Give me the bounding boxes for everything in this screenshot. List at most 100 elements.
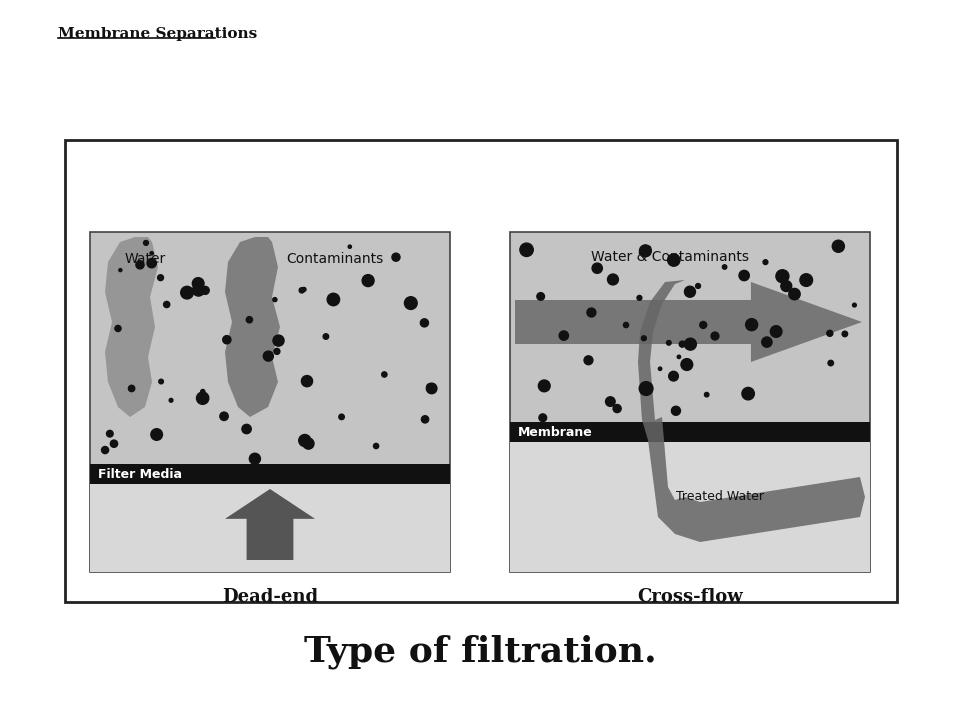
Circle shape — [684, 287, 695, 297]
Circle shape — [800, 274, 812, 287]
Circle shape — [119, 269, 122, 271]
Circle shape — [242, 424, 252, 433]
Circle shape — [426, 384, 434, 391]
Circle shape — [115, 325, 121, 331]
Text: Water & Contaminants: Water & Contaminants — [591, 250, 749, 264]
Circle shape — [301, 376, 313, 387]
Circle shape — [373, 444, 378, 449]
Circle shape — [404, 297, 418, 310]
Circle shape — [421, 415, 429, 423]
Bar — [510, 442, 870, 572]
Circle shape — [201, 390, 204, 394]
Circle shape — [587, 308, 596, 317]
Bar — [90, 232, 450, 572]
Circle shape — [680, 341, 685, 347]
Text: Cross-flow: Cross-flow — [637, 588, 743, 606]
Circle shape — [392, 253, 400, 261]
Circle shape — [180, 287, 193, 299]
Circle shape — [220, 412, 228, 420]
Circle shape — [274, 348, 280, 354]
Circle shape — [827, 330, 833, 336]
Circle shape — [273, 335, 284, 346]
Polygon shape — [225, 489, 315, 560]
Circle shape — [669, 372, 679, 381]
Circle shape — [739, 270, 750, 281]
Circle shape — [832, 240, 845, 252]
Polygon shape — [515, 282, 862, 362]
Circle shape — [303, 438, 314, 449]
Circle shape — [637, 295, 642, 300]
Circle shape — [324, 334, 328, 339]
Circle shape — [684, 338, 696, 350]
Bar — [510, 232, 870, 572]
Circle shape — [681, 359, 693, 370]
Circle shape — [677, 355, 681, 359]
Text: Filter Media: Filter Media — [98, 467, 182, 480]
Text: Type of filtration.: Type of filtration. — [303, 635, 657, 670]
Circle shape — [842, 331, 848, 337]
Circle shape — [537, 292, 544, 300]
Circle shape — [247, 317, 252, 323]
Circle shape — [711, 332, 719, 340]
Circle shape — [300, 288, 304, 293]
Circle shape — [659, 367, 661, 371]
Circle shape — [696, 284, 701, 289]
Circle shape — [639, 245, 651, 257]
Circle shape — [667, 254, 680, 266]
Circle shape — [608, 274, 618, 285]
Circle shape — [789, 289, 801, 300]
Circle shape — [592, 263, 602, 274]
Circle shape — [828, 360, 833, 366]
Circle shape — [129, 385, 134, 392]
Circle shape — [157, 275, 163, 281]
Circle shape — [520, 243, 533, 256]
Text: Treated Water: Treated Water — [676, 490, 764, 503]
Circle shape — [192, 278, 204, 289]
Text: Contaminants: Contaminants — [286, 252, 384, 266]
Circle shape — [742, 387, 755, 400]
Circle shape — [362, 274, 374, 287]
Circle shape — [202, 287, 209, 294]
Polygon shape — [105, 237, 158, 417]
Circle shape — [722, 265, 727, 269]
Circle shape — [746, 319, 757, 330]
Circle shape — [197, 392, 209, 405]
Text: Membrane: Membrane — [518, 426, 592, 438]
Circle shape — [763, 260, 768, 264]
Bar — [65, 140, 897, 602]
Text: Dead-end: Dead-end — [222, 588, 318, 606]
Circle shape — [158, 379, 163, 384]
Circle shape — [107, 431, 113, 437]
Circle shape — [671, 406, 681, 415]
Polygon shape — [638, 280, 865, 542]
Circle shape — [150, 252, 154, 255]
Circle shape — [136, 261, 144, 269]
Circle shape — [700, 321, 707, 328]
Circle shape — [102, 446, 108, 454]
Circle shape — [539, 380, 550, 392]
Polygon shape — [225, 237, 280, 417]
Circle shape — [420, 319, 428, 327]
Circle shape — [776, 270, 789, 283]
Circle shape — [780, 281, 792, 292]
Circle shape — [829, 361, 832, 365]
Circle shape — [147, 258, 156, 268]
Circle shape — [339, 414, 345, 420]
Circle shape — [301, 287, 306, 292]
Circle shape — [327, 293, 340, 306]
Circle shape — [193, 284, 204, 296]
Circle shape — [263, 351, 274, 361]
Circle shape — [606, 397, 615, 406]
Circle shape — [273, 297, 276, 302]
Circle shape — [299, 434, 311, 446]
Circle shape — [613, 405, 621, 413]
Circle shape — [639, 382, 653, 395]
Circle shape — [151, 428, 162, 441]
Circle shape — [223, 336, 231, 344]
Circle shape — [761, 337, 772, 347]
Circle shape — [647, 246, 651, 249]
Circle shape — [559, 331, 568, 341]
Circle shape — [110, 440, 118, 447]
Circle shape — [250, 454, 260, 464]
Circle shape — [426, 383, 437, 394]
